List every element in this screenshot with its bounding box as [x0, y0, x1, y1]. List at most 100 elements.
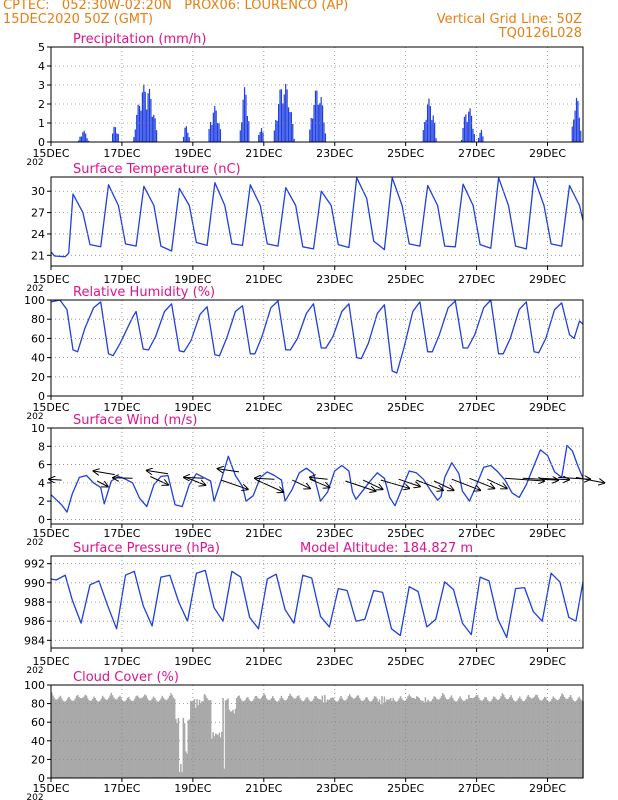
cloud-bar	[419, 699, 422, 778]
precip-bar	[435, 138, 437, 142]
rh-panel: 0 20 40 60 80 100 15DEC 17DEC 19DEC 21DEC 23DEC 25D…	[24, 285, 584, 422]
x-tick-label: 25DEC	[387, 273, 424, 286]
cloud-bar	[126, 697, 129, 778]
cloud-bar	[396, 701, 398, 778]
cloud-bar	[562, 694, 564, 778]
precip-bar	[243, 87, 246, 142]
cloud-bar	[101, 695, 104, 778]
cloud-bar	[515, 701, 517, 778]
precip-bar	[578, 117, 580, 142]
wind-vector-arrow	[184, 477, 204, 478]
cloud-bar	[211, 738, 213, 778]
cloud-bar	[223, 768, 226, 778]
cloud-bar	[181, 772, 183, 778]
cloud-bar	[166, 699, 168, 778]
cloud-bar	[378, 699, 381, 778]
cloud-bar	[497, 699, 500, 778]
precip-bar	[472, 128, 474, 142]
cloud-bar	[214, 733, 217, 778]
cloud-bar	[93, 696, 95, 778]
wind-vector-arrow	[150, 476, 168, 485]
precip-bar	[184, 127, 186, 142]
precip-bar	[480, 129, 483, 142]
cloud-bar	[360, 700, 362, 778]
x-tick-label: 23DEC	[316, 273, 353, 286]
cloud-bar	[265, 698, 268, 778]
cloud-bar	[58, 697, 60, 778]
cloud-bar	[433, 696, 435, 778]
cloud-bar	[273, 698, 275, 778]
wind-vector-arrow	[345, 480, 375, 491]
precip-bar	[465, 114, 467, 142]
cloud-bar	[458, 698, 460, 778]
cloud-bar	[238, 695, 240, 778]
precip-bar	[283, 94, 285, 142]
x-year-label: 202	[26, 412, 43, 422]
precip-bar	[117, 133, 119, 142]
x-tick-label: 23DEC	[316, 527, 353, 540]
cloud-bar	[293, 698, 295, 778]
cloud-bar	[110, 692, 113, 778]
chart-header: CPTEC: 052:30W-02:20N PROX06: LOURENCO (…	[0, 0, 618, 44]
cloud-bar	[159, 700, 161, 778]
wind-series-line	[50, 444, 584, 513]
cloud-bar	[182, 717, 185, 778]
cloud-bar	[335, 701, 337, 778]
x-tick-label: 21DEC	[245, 401, 282, 414]
cloud-bar	[456, 700, 459, 778]
cloud-bar	[357, 695, 360, 778]
cloud-bar	[218, 732, 221, 778]
cloud-bar	[111, 695, 114, 778]
cloud-bar	[437, 699, 439, 778]
y-tick-label: 27	[31, 207, 45, 220]
cloud-bar	[170, 693, 172, 778]
cloud-bar	[445, 699, 448, 778]
y-tick-label: 80	[31, 698, 45, 711]
cloud-bar	[512, 700, 515, 778]
cloud-bar	[114, 699, 116, 778]
cloud-bar	[499, 698, 501, 778]
cloud-bar	[319, 699, 321, 778]
precip-bar	[287, 107, 290, 142]
cloud-bar	[203, 694, 206, 778]
cloud-bar	[550, 700, 552, 778]
cloud-bar	[95, 700, 98, 778]
cloud-bar	[309, 701, 311, 778]
cloud-bar	[304, 699, 306, 778]
x-tick-label: 19DEC	[174, 273, 211, 286]
cloud-bar	[566, 699, 568, 778]
y-tick-label: 40	[31, 735, 45, 748]
cloud-bar	[525, 699, 527, 778]
cloud-bar	[227, 698, 229, 778]
cloud-bar	[397, 700, 399, 778]
cloud-bar	[454, 701, 456, 778]
cloud-bar	[336, 701, 339, 778]
cloud-bar	[332, 698, 335, 778]
cloud-bar	[151, 698, 154, 778]
y-tick-label: 5	[38, 41, 45, 54]
precip-bar	[82, 132, 84, 142]
y-tick-label: 21	[31, 249, 45, 262]
cloud-bar	[502, 694, 505, 778]
precip-bar	[182, 136, 185, 142]
cloud-bar	[312, 698, 315, 778]
cloud-bar	[252, 700, 254, 778]
model-code: TQ0126L028	[498, 26, 582, 41]
cloud-bar	[154, 697, 156, 778]
precip-bar	[289, 111, 291, 142]
cloud-bar	[386, 699, 388, 778]
cloud-bar	[514, 701, 516, 778]
cloud-bar	[568, 696, 571, 778]
x-tick-label: 17DEC	[103, 527, 140, 540]
cloud-bar	[521, 700, 524, 778]
cloud-bar	[88, 700, 90, 778]
cloud-bar	[345, 700, 347, 778]
x-tick-label: 29DEC	[529, 527, 566, 540]
cloud-bar	[178, 771, 181, 778]
y-tick-label: 100	[24, 679, 45, 692]
precip-bar	[153, 114, 155, 142]
x-tick-label: 27DEC	[458, 273, 495, 286]
pres-panel: 984 986 988 990 992 15DEC 17DEC 19DEC 21DEC 23DEC…	[24, 541, 584, 676]
y-tick-label: 20	[31, 371, 45, 384]
wind-frame	[50, 427, 584, 525]
